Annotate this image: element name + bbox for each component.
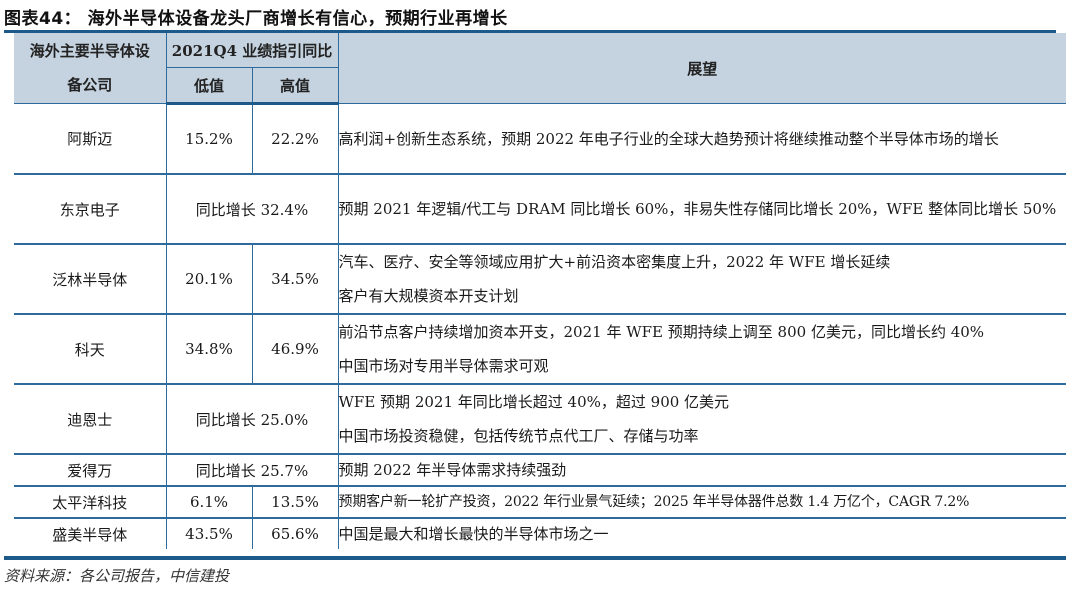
header-guidance: 2021Q4 业绩指引同比 [165,33,339,68]
outlook-table: 海外主要半导体设 备公司 2021Q4 业绩指引同比 展望 低值 高值 阿斯迈 … [14,33,1067,549]
outlook-line: 汽车、医疗、安全等领域应用扩大+前沿资本密集度上升，2022 年 WFE 增长延… [338,253,891,271]
table-row: 爱得万 同比增长 25.7% 预期 2022 年半导体需求持续强劲 [14,453,1067,487]
header-company: 海外主要半导体设 备公司 [14,33,167,104]
high-value-cell: 46.9% [251,313,339,385]
table-row: 太平洋科技 6.1% 13.5% 预期客户新一轮扩产投资，2022 年行业景气延… [14,485,1067,519]
table-row: 科天 34.8% 46.9% 前沿节点客户持续增加资本开支，2021 年 WFE… [14,313,1067,385]
table-row: 盛美半导体 43.5% 65.6% 中国是最大和增长最快的半导体市场之一 [14,517,1067,549]
table-row: 泛林半导体 20.1% 34.5% 汽车、医疗、安全等领域应用扩大+前沿资本密集… [14,243,1067,315]
table-row: 迪恩士 同比增长 25.0% WFE 预期 2021 年同比增长超过 40%，超… [14,383,1067,455]
company-cell: 东京电子 [14,173,167,245]
outlook-line: 中国市场对专用半导体需求可观 [338,357,549,375]
outlook-cell: 预期客户新一轮扩产投资，2022 年行业景气延续；2025 年半导体器件总数 1… [337,485,1067,519]
outlook-cell: 预期 2022 年半导体需求持续强劲 [337,453,1067,487]
merged-guidance-cell: 同比增长 25.7% [165,453,339,487]
low-value-cell: 6.1% [165,485,253,519]
company-cell: 泛林半导体 [14,243,167,315]
high-value-cell: 13.5% [251,485,339,519]
header-company-line1: 海外主要半导体设 [29,42,150,60]
bottom-rule-divider [4,556,1066,560]
outlook-line: WFE 预期 2021 年同比增长超过 40%，超过 900 亿美元 [338,393,730,411]
high-value-cell: 22.2% [251,103,339,175]
outlook-cell: 中国是最大和增长最快的半导体市场之一 [337,517,1067,549]
low-value-cell: 34.8% [165,313,253,385]
outlook-cell: 高利润+创新生态系统，预期 2022 年电子行业的全球大趋势预计将继续推动整个半… [337,103,1067,175]
outlook-cell: 预期 2021 年逻辑/代工与 DRAM 同比增长 60%，非易失性存储同比增长… [337,173,1067,245]
high-value-cell: 65.6% [251,517,339,549]
company-cell: 迪恩士 [14,383,167,455]
company-cell: 阿斯迈 [14,103,167,175]
header-low: 低值 [165,67,253,105]
merged-guidance-cell: 同比增长 25.0% [165,383,339,455]
outlook-cell: 前沿节点客户持续增加资本开支，2021 年 WFE 预期持续上调至 800 亿美… [337,313,1067,385]
company-cell: 科天 [14,313,167,385]
outlook-cell: 汽车、医疗、安全等领域应用扩大+前沿资本密集度上升，2022 年 WFE 增长延… [337,243,1067,315]
outlook-line: 客户有大规模资本开支计划 [338,287,519,305]
figure-title: 图表44： 海外半导体设备龙头厂商增长有信心，预期行业再增长 [4,9,508,29]
table-row: 阿斯迈 15.2% 22.2% 高利润+创新生态系统，预期 2022 年电子行业… [14,103,1067,175]
header-row-1: 海外主要半导体设 备公司 2021Q4 业绩指引同比 展望 [14,33,1067,104]
low-value-cell: 43.5% [165,517,253,549]
company-cell: 盛美半导体 [14,517,167,549]
outlook-line: 前沿节点客户持续增加资本开支，2021 年 WFE 预期持续上调至 800 亿美… [338,323,985,341]
high-value-cell: 34.5% [251,243,339,315]
header-company-line2: 备公司 [67,76,113,94]
header-high: 高值 [251,67,339,105]
top-rule-divider [4,30,1056,33]
low-value-cell: 15.2% [165,103,253,175]
outlook-cell: WFE 预期 2021 年同比增长超过 40%，超过 900 亿美元 中国市场投… [337,383,1067,455]
header-outlook: 展望 [337,33,1067,104]
outlook-line: 中国市场投资稳健，包括传统节点代工厂、存储与功率 [338,427,699,445]
low-value-cell: 20.1% [165,243,253,315]
table-row: 东京电子 同比增长 32.4% 预期 2021 年逻辑/代工与 DRAM 同比增… [14,173,1067,245]
company-cell: 爱得万 [14,453,167,487]
company-cell: 太平洋科技 [14,485,167,519]
merged-guidance-cell: 同比增长 32.4% [165,173,339,245]
source-note: 资料来源：各公司报告，中信建投 [4,567,230,585]
header-row-2: 低值 高值 [14,67,1066,105]
